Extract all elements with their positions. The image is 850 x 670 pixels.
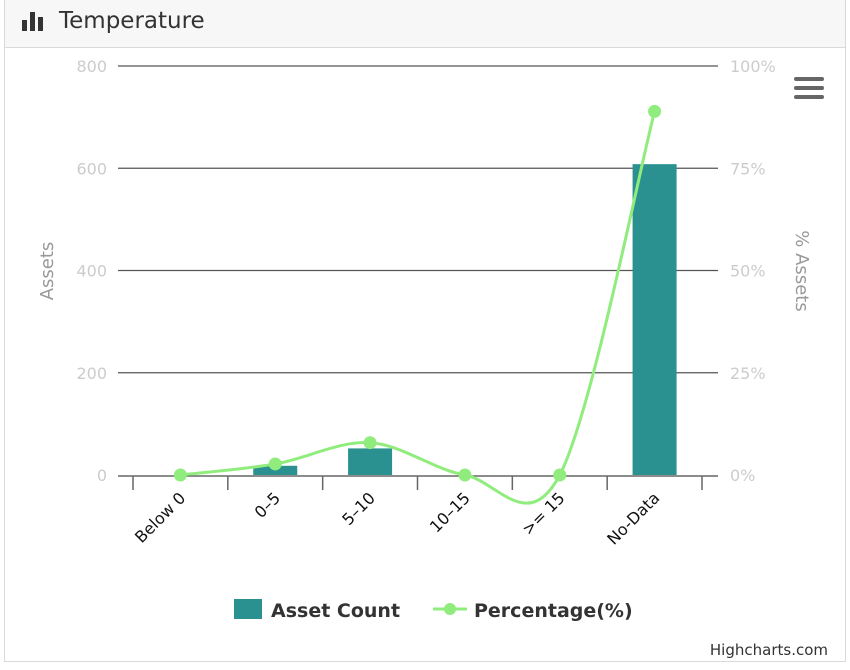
chart-panel: Temperature [4,0,846,662]
legend-swatch-marker [444,603,456,615]
y-tick-label-right: 25% [730,364,766,383]
grid-lines [118,65,718,374]
x-tick-label: No-Data [603,488,663,548]
chart-menu-button[interactable] [794,77,824,99]
y-tick-label-right: 0% [730,466,755,485]
y-tick-label-right: 50% [730,262,766,281]
line-point[interactable] [553,468,567,482]
y-tick-label-right: 75% [730,159,766,178]
panel-header: Temperature [5,0,845,48]
y-tick-label-left: 0 [97,466,107,485]
legend-item-asset-count[interactable]: Asset Count [234,599,400,622]
legend-label-percentage: Percentage(%) [474,600,633,622]
bar-series [253,164,677,475]
line-point[interactable] [648,104,662,118]
x-tick-label: 5–10 [338,488,379,529]
y-axis-title-left: Assets [37,242,58,301]
y-tick-label-left: 400 [76,262,107,281]
y-tick-label-left: 200 [76,364,107,383]
legend: Asset Count Percentage(%) [234,599,633,622]
line-point[interactable] [458,468,472,482]
hamburger-menu-icon [794,77,824,99]
bar[interactable] [348,448,393,475]
y-axis-title-right: % Assets [791,230,812,311]
x-tick-label: 0–5 [251,488,284,521]
legend-label-asset-count: Asset Count [271,600,400,622]
y-tick-label-left: 800 [76,57,107,76]
x-tick-label: 10–15 [426,488,474,536]
page-title: Temperature [59,8,205,34]
credits-link[interactable]: Highcharts.com [710,641,828,659]
legend-item-percentage[interactable]: Percentage(%) [433,600,633,622]
x-axis: Below 0 0–5 5–10 10–15 >= 15 No-Data [118,475,718,549]
left-axis-labels: 0 200 400 600 800 [76,57,107,485]
bar-chart-icon [22,12,43,31]
right-axis-labels: 0% 25% 50% 75% 100% [730,57,776,485]
percentage-line [180,111,657,505]
line-point[interactable] [363,436,377,450]
line-point[interactable] [268,457,282,471]
legend-swatch-bar [234,599,262,619]
line-point[interactable] [173,468,187,482]
y-tick-label-right: 100% [730,57,776,76]
y-tick-label-left: 600 [76,159,107,178]
bar[interactable] [632,164,677,475]
line-series [173,104,662,505]
x-tick-label: Below 0 [131,488,189,546]
